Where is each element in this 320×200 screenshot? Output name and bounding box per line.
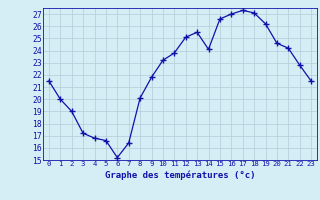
X-axis label: Graphe des températures (°c): Graphe des températures (°c) <box>105 170 255 180</box>
